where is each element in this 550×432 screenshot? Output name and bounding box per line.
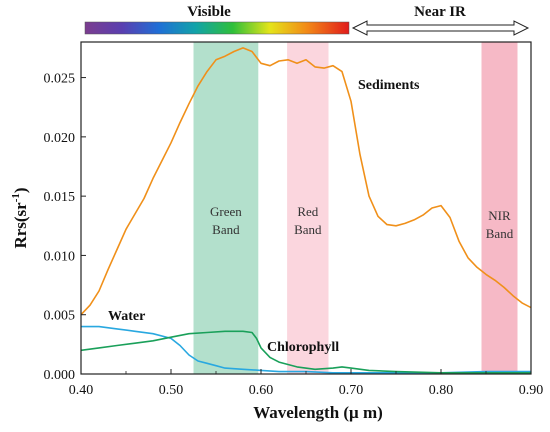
x-tick-label: 0.50 (159, 383, 184, 398)
series-sediments-label: Sediments (358, 78, 420, 93)
y-axis-title: Rrs(sr-1) (10, 187, 30, 248)
band-nir: NIR Band (481, 42, 518, 374)
curves (81, 47, 531, 374)
band-label-line1: Red (297, 204, 318, 219)
band-label-line1: Green (210, 204, 242, 219)
series-water-label: Water (108, 309, 145, 324)
band-label-line2: Band (294, 222, 322, 237)
x-tick-label: 0.40 (69, 383, 94, 398)
y-tick-label: 0.020 (44, 131, 76, 146)
x-tick-label: 0.80 (429, 383, 454, 398)
x-axis-title: Wavelength (μ m) (253, 403, 383, 422)
band-rect (193, 42, 259, 374)
x-tick-label: 0.70 (339, 383, 364, 398)
band-label-line2: Band (212, 222, 240, 237)
band-red: Red Band (287, 42, 329, 374)
curve-labels: Sediments Water Chlorophyll (108, 78, 420, 355)
near-ir-label: Near IR (414, 4, 466, 20)
y-tick-label: 0.015 (44, 190, 76, 205)
band-rect (481, 42, 518, 374)
y-tick-label: 0.000 (44, 368, 76, 383)
near-ir-arrow (351, 20, 530, 36)
x-axis: 0.40 0.50 0.60 0.70 0.80 0.90 (69, 369, 544, 398)
x-tick-label: 0.90 (519, 383, 544, 398)
y-axis-title-close: ) (11, 187, 30, 193)
y-axis-title-main: Rrs(sr (11, 202, 30, 249)
x-tick-label: 0.60 (249, 383, 274, 398)
y-axis-title-sup: -1 (10, 193, 22, 202)
y-tick-label: 0.010 (44, 249, 76, 264)
band-label-line1: NIR (488, 208, 511, 223)
series-chlorophyll-line (81, 330, 531, 374)
y-tick-label: 0.005 (44, 309, 76, 324)
band-rect (287, 42, 329, 374)
chart-header: Visible Near IR (84, 4, 530, 36)
y-axis: 0.000 0.005 0.010 0.015 0.020 0.025 (44, 72, 86, 383)
series-chlorophyll-label: Chlorophyll (267, 340, 339, 355)
y-tick-label: 0.025 (44, 72, 76, 87)
visible-spectrum-bar (84, 21, 350, 35)
series-water-line (81, 325, 531, 374)
visible-label: Visible (187, 4, 231, 20)
series-sediments-line (81, 47, 531, 316)
bands: Green Band Red Band NIR Band (193, 42, 518, 374)
band-label-line2: Band (486, 226, 514, 241)
band-green: Green Band (193, 42, 259, 374)
